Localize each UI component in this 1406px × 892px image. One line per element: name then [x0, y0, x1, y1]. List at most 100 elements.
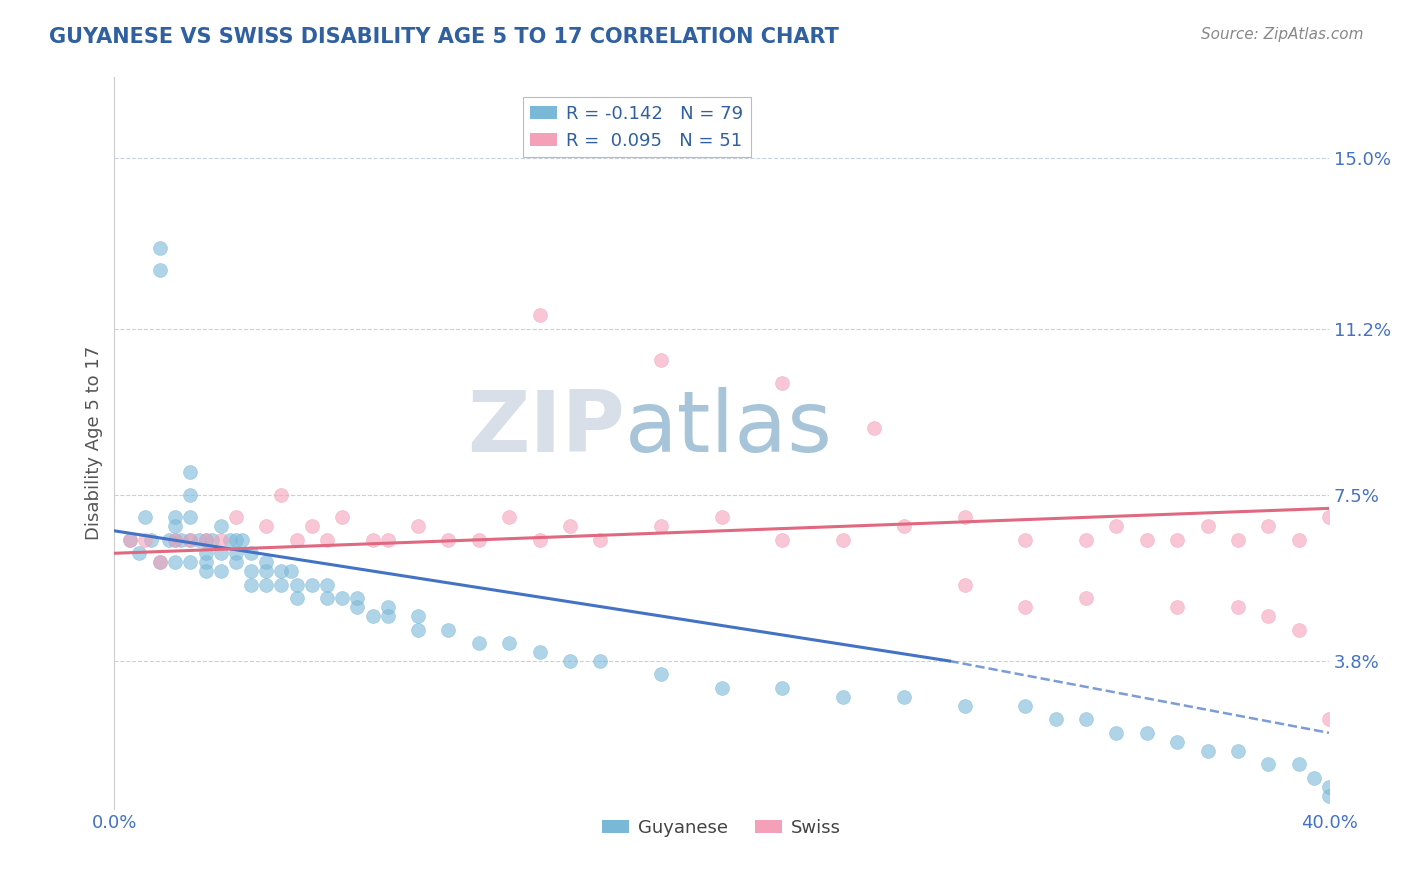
- Point: [165, 533, 187, 547]
- Point: [1105, 726, 1128, 740]
- Point: [194, 564, 217, 578]
- Point: [157, 533, 180, 547]
- Point: [1226, 533, 1249, 547]
- Point: [134, 510, 156, 524]
- Point: [225, 510, 247, 524]
- Point: [862, 420, 884, 434]
- Point: [1136, 533, 1159, 547]
- Point: [170, 533, 193, 547]
- Point: [1317, 712, 1340, 726]
- Point: [165, 510, 187, 524]
- Point: [1288, 533, 1310, 547]
- Point: [128, 546, 150, 560]
- Point: [1197, 519, 1219, 533]
- Point: [179, 466, 201, 480]
- Point: [165, 555, 187, 569]
- Point: [346, 600, 368, 615]
- Point: [361, 609, 384, 624]
- Point: [1226, 744, 1249, 758]
- Point: [194, 533, 217, 547]
- Point: [134, 533, 156, 547]
- Point: [1317, 510, 1340, 524]
- Point: [225, 555, 247, 569]
- Point: [1288, 757, 1310, 772]
- Point: [1014, 533, 1036, 547]
- Point: [529, 533, 551, 547]
- Point: [200, 533, 222, 547]
- Point: [270, 577, 292, 591]
- Point: [1257, 757, 1279, 772]
- Text: ZIP: ZIP: [467, 387, 624, 470]
- Point: [1317, 789, 1340, 803]
- Point: [437, 533, 460, 547]
- Point: [710, 510, 733, 524]
- Point: [650, 353, 672, 368]
- Point: [254, 577, 277, 591]
- Point: [240, 546, 263, 560]
- Point: [1317, 780, 1340, 794]
- Point: [406, 623, 429, 637]
- Point: [529, 645, 551, 659]
- Point: [1166, 533, 1188, 547]
- Point: [301, 577, 323, 591]
- Point: [772, 681, 794, 695]
- Point: [231, 533, 253, 547]
- Point: [1074, 533, 1097, 547]
- Point: [316, 533, 339, 547]
- Point: [1136, 726, 1159, 740]
- Point: [1226, 600, 1249, 615]
- Point: [179, 533, 201, 547]
- Legend: Guyanese, Swiss: Guyanese, Swiss: [595, 812, 849, 844]
- Point: [893, 690, 915, 704]
- Point: [468, 533, 491, 547]
- Point: [139, 533, 162, 547]
- Point: [194, 555, 217, 569]
- Point: [1166, 600, 1188, 615]
- Point: [240, 577, 263, 591]
- Point: [316, 577, 339, 591]
- Point: [179, 555, 201, 569]
- Point: [772, 533, 794, 547]
- Point: [1105, 519, 1128, 533]
- Point: [498, 510, 520, 524]
- Point: [953, 698, 976, 713]
- Point: [330, 591, 353, 606]
- Point: [953, 510, 976, 524]
- Point: [149, 555, 172, 569]
- Point: [377, 609, 399, 624]
- Point: [1288, 623, 1310, 637]
- Point: [179, 488, 201, 502]
- Point: [301, 519, 323, 533]
- Point: [406, 609, 429, 624]
- Point: [406, 519, 429, 533]
- Point: [1014, 600, 1036, 615]
- Point: [179, 533, 201, 547]
- Point: [194, 533, 217, 547]
- Point: [209, 546, 232, 560]
- Point: [650, 519, 672, 533]
- Point: [188, 533, 211, 547]
- Text: atlas: atlas: [624, 387, 832, 470]
- Point: [330, 510, 353, 524]
- Point: [225, 533, 247, 547]
- Point: [529, 309, 551, 323]
- Point: [179, 510, 201, 524]
- Text: GUYANESE VS SWISS DISABILITY AGE 5 TO 17 CORRELATION CHART: GUYANESE VS SWISS DISABILITY AGE 5 TO 17…: [49, 27, 839, 46]
- Point: [194, 546, 217, 560]
- Point: [118, 533, 141, 547]
- Point: [346, 591, 368, 606]
- Point: [589, 654, 612, 668]
- Y-axis label: Disability Age 5 to 17: Disability Age 5 to 17: [86, 346, 103, 541]
- Point: [1302, 771, 1324, 785]
- Point: [468, 636, 491, 650]
- Point: [209, 533, 232, 547]
- Point: [710, 681, 733, 695]
- Point: [165, 519, 187, 533]
- Point: [558, 519, 581, 533]
- Point: [498, 636, 520, 650]
- Point: [240, 564, 263, 578]
- Point: [316, 591, 339, 606]
- Point: [832, 690, 855, 704]
- Point: [118, 533, 141, 547]
- Point: [377, 533, 399, 547]
